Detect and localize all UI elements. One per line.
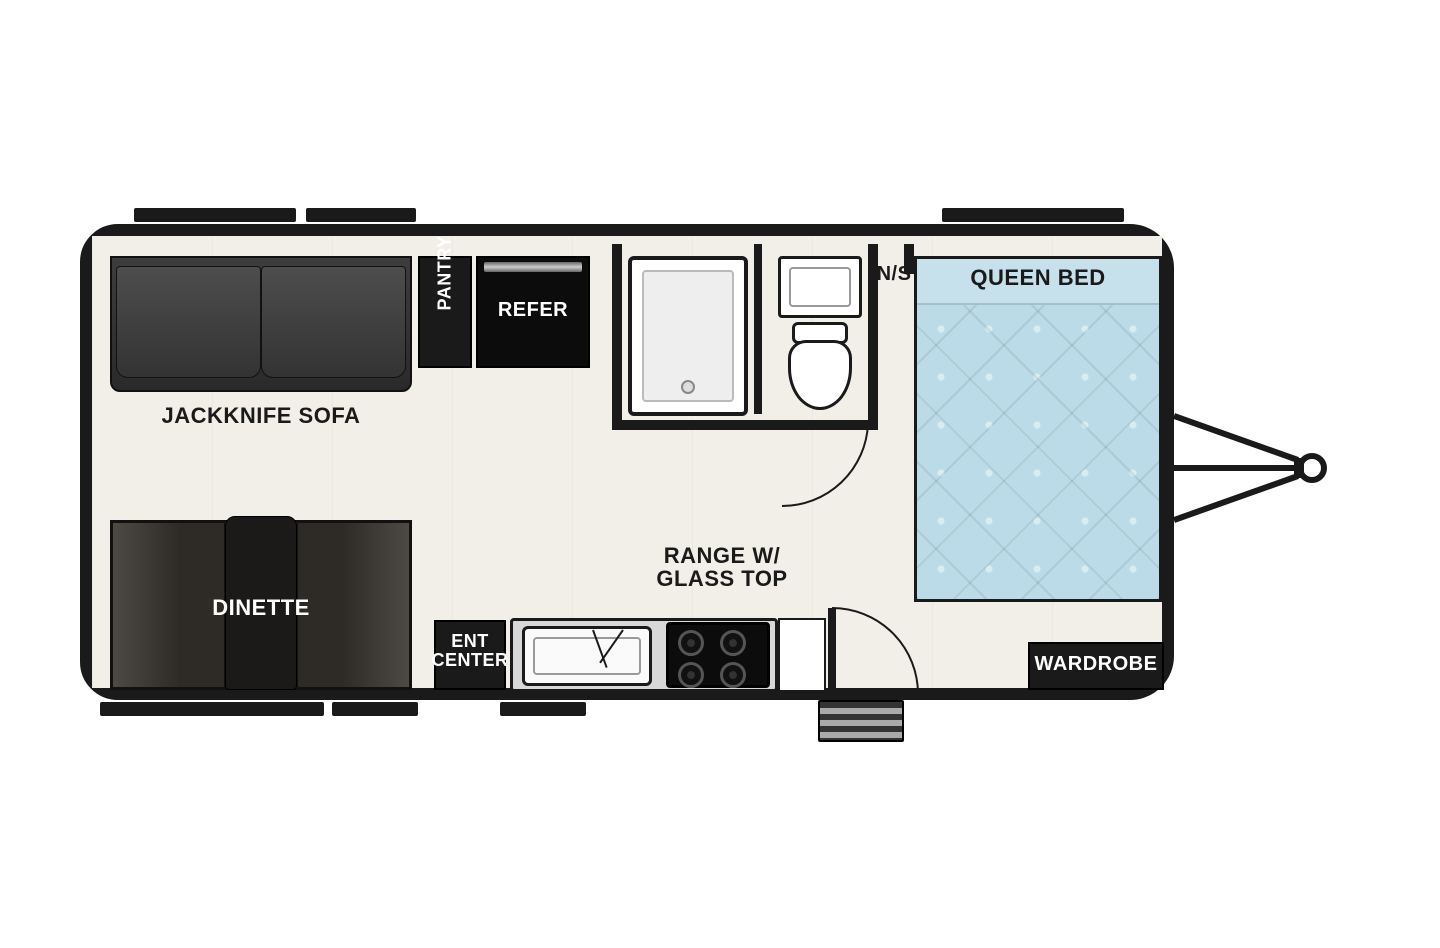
wall — [612, 244, 622, 430]
burner — [720, 630, 746, 656]
exterior-bump — [134, 208, 296, 222]
door-swing — [782, 420, 892, 510]
toilet-bowl — [788, 340, 852, 410]
ent-center-label: ENT CENTER — [428, 632, 512, 670]
queen-bed — [914, 256, 1162, 602]
burner — [678, 630, 704, 656]
burner — [720, 662, 746, 688]
ns-label: N/S — [874, 264, 914, 285]
floorplan-canvas: JACKKNIFE SOFA DINETTE PANTRY REFER — [80, 204, 1360, 744]
pantry-label: PANTRY — [436, 240, 455, 310]
kitchen-sink — [522, 626, 652, 686]
exterior-bump — [500, 702, 586, 716]
refer-label: REFER — [476, 300, 590, 321]
sofa-label: JACKKNIFE SOFA — [110, 404, 412, 427]
entry-door-swing — [828, 602, 938, 698]
exterior-bump — [306, 208, 416, 222]
toilet — [780, 322, 860, 418]
exterior-bump — [942, 208, 1124, 222]
sofa — [110, 256, 412, 392]
range-label: RANGE W/ GLASS TOP — [622, 544, 822, 590]
dinette-label: DINETTE — [110, 596, 412, 619]
burner — [678, 662, 704, 688]
lavatory-sink — [778, 256, 862, 318]
hitch — [1174, 408, 1334, 528]
entry-steps — [818, 700, 904, 742]
exterior-bump — [332, 702, 418, 716]
bed-label: QUEEN BED — [914, 266, 1162, 289]
bed-quilt — [917, 305, 1159, 599]
cabinet — [778, 618, 826, 692]
shower — [628, 256, 748, 416]
trailer-shell: JACKKNIFE SOFA DINETTE PANTRY REFER — [80, 224, 1174, 700]
wardrobe-label: WARDROBE — [1028, 654, 1164, 675]
shower-drain — [681, 380, 695, 394]
exterior-bump — [100, 702, 324, 716]
wall — [754, 244, 762, 414]
